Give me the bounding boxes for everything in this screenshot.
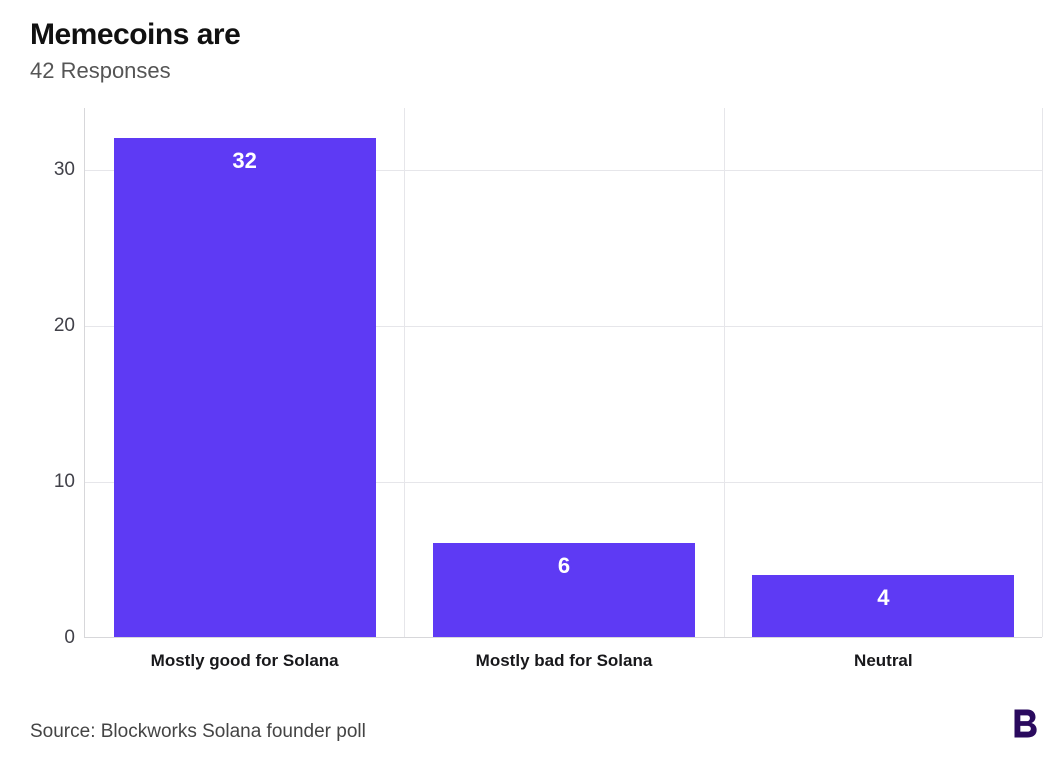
x-axis-tick-label: Neutral [854,637,913,671]
gridline-vertical [1042,108,1043,637]
chart-source: Source: Blockworks Solana founder poll [30,721,366,743]
bar-value-label: 6 [558,553,570,579]
chart-bar: 6 [433,543,695,637]
y-axis-tick-label: 30 [54,159,85,181]
chart-subtitle: 42 Responses [30,58,1027,84]
gridline-vertical [724,108,725,637]
y-axis-tick-label: 10 [54,471,85,493]
gridline-vertical [404,108,405,637]
chart-container: 010203032Mostly good for Solana6Mostly b… [30,108,1027,638]
x-axis-tick-label: Mostly bad for Solana [476,637,653,671]
bar-value-label: 32 [232,148,256,174]
chart-plot-area: 010203032Mostly good for Solana6Mostly b… [84,108,1042,638]
chart-title: Memecoins are [30,18,1027,52]
chart-bar: 4 [752,575,1014,637]
x-axis-tick-label: Mostly good for Solana [151,637,339,671]
y-axis-tick-label: 0 [64,627,85,649]
blockworks-logo-icon [1011,707,1039,745]
bar-value-label: 4 [877,585,889,611]
chart-bar: 32 [114,138,376,637]
y-axis-tick-label: 20 [54,315,85,337]
